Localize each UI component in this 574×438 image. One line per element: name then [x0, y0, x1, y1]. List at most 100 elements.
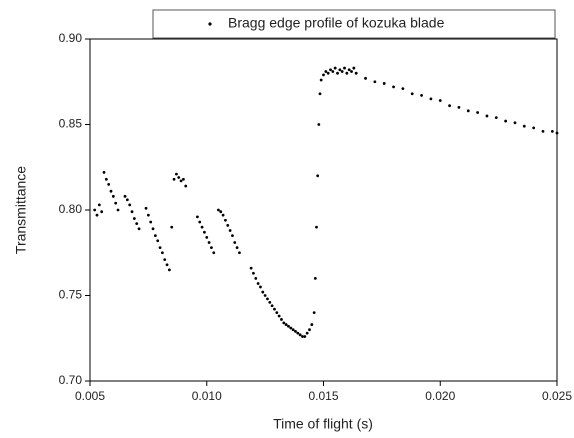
- x-tick-label: 0.015: [308, 389, 338, 403]
- data-point: [107, 182, 111, 186]
- data-point: [301, 335, 304, 338]
- data-point: [196, 215, 199, 219]
- data-point: [130, 210, 134, 214]
- data-point: [340, 70, 344, 73]
- data-point: [298, 333, 302, 337]
- data-point: [303, 335, 307, 338]
- data-point: [137, 227, 141, 231]
- data-point: [305, 331, 309, 335]
- data-point: [354, 71, 358, 75]
- data-point: [401, 87, 405, 90]
- data-point: [429, 97, 433, 101]
- y-axis-label: Transmittance: [13, 166, 29, 254]
- data-point: [132, 217, 136, 220]
- data-point: [172, 177, 176, 181]
- data-point: [128, 203, 132, 207]
- y-tick-label: 0.90: [59, 31, 83, 45]
- data-point: [296, 331, 300, 335]
- legend-marker: [208, 22, 212, 26]
- data-point: [494, 116, 498, 120]
- data-point: [104, 177, 108, 181]
- data-point: [261, 290, 265, 294]
- data-point: [541, 129, 545, 133]
- x-tick-label: 0.020: [425, 389, 455, 403]
- data-point: [156, 239, 160, 243]
- data-point: [319, 78, 323, 82]
- y-tick-label: 0.85: [59, 117, 83, 131]
- data-point: [233, 241, 237, 244]
- data-point: [224, 218, 227, 222]
- data-point: [420, 94, 423, 97]
- data-point: [282, 321, 286, 325]
- y-tick-label: 0.75: [59, 288, 83, 302]
- data-point: [466, 109, 470, 113]
- data-point: [256, 282, 260, 285]
- data-point: [207, 241, 211, 244]
- data-point: [97, 203, 101, 207]
- data-point: [352, 66, 356, 70]
- data-point: [326, 71, 330, 75]
- data-point: [504, 119, 508, 123]
- data-point: [174, 172, 178, 176]
- data-point: [338, 68, 342, 72]
- data-point: [345, 71, 349, 75]
- data-point: [163, 258, 167, 261]
- data-point: [513, 121, 517, 125]
- data-point: [259, 285, 262, 289]
- data-point: [182, 177, 185, 181]
- data-point: [324, 70, 328, 73]
- data-point: [200, 225, 204, 229]
- data-point: [151, 227, 155, 231]
- data-point: [149, 220, 153, 224]
- legend: Bragg edge profile of kozuka blade: [152, 9, 556, 39]
- data-point: [125, 198, 129, 202]
- data-point: [364, 76, 367, 80]
- data-point: [312, 311, 316, 314]
- data-point: [165, 263, 169, 267]
- data-point: [203, 230, 206, 234]
- data-point: [95, 213, 99, 217]
- x-tick-label: 0.005: [75, 389, 105, 403]
- data-point: [210, 246, 213, 250]
- data-point: [266, 297, 269, 301]
- data-point: [329, 68, 332, 72]
- data-point: [170, 225, 174, 229]
- data-point: [322, 73, 325, 77]
- plot-frame: [89, 38, 558, 382]
- data-point: [343, 66, 346, 70]
- data-point: [114, 201, 118, 205]
- x-tick-label: 0.025: [542, 389, 572, 403]
- data-point: [485, 114, 489, 118]
- data-point: [198, 220, 202, 224]
- data-point: [270, 304, 274, 308]
- data-point: [313, 277, 317, 280]
- data-point: [254, 277, 258, 280]
- data-point: [268, 300, 272, 304]
- data-point: [289, 326, 293, 330]
- data-point: [221, 213, 225, 217]
- data-point: [284, 323, 288, 326]
- data-point: [273, 307, 276, 311]
- data-point: [144, 206, 148, 210]
- data-point: [116, 208, 120, 212]
- data-point: [350, 70, 353, 73]
- data-point: [252, 271, 255, 275]
- data-point: [410, 92, 414, 96]
- data-point: [331, 70, 335, 73]
- data-point: [219, 210, 223, 214]
- data-point: [382, 82, 386, 85]
- data-point: [153, 234, 157, 238]
- data-point: [111, 194, 115, 198]
- data-point: [177, 176, 181, 179]
- data-point: [123, 194, 127, 198]
- data-point: [315, 225, 318, 229]
- data-point: [448, 104, 451, 108]
- data-point: [438, 99, 442, 102]
- data-point: [102, 170, 106, 174]
- data-point: [476, 111, 480, 114]
- data-point: [158, 246, 162, 250]
- data-point: [310, 323, 314, 326]
- data-point: [249, 266, 253, 270]
- data-point: [184, 184, 188, 188]
